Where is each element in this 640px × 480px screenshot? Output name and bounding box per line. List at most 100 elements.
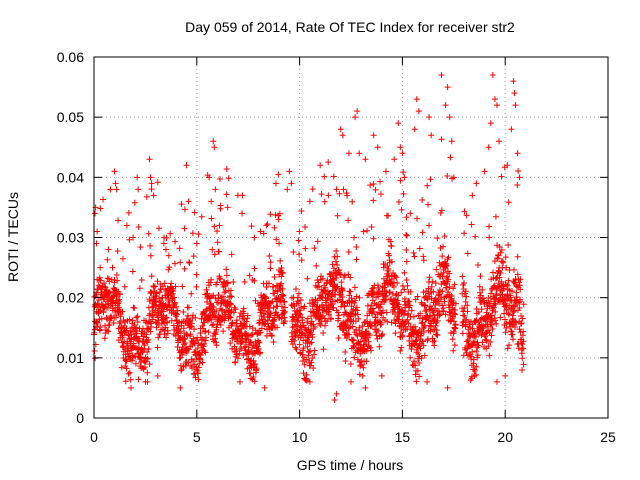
data-point [188, 290, 195, 297]
data-point [486, 234, 493, 241]
data-point [286, 168, 293, 175]
data-point [408, 307, 415, 314]
data-point [422, 302, 429, 309]
data-point [436, 300, 443, 307]
data-point [219, 313, 226, 320]
data-point [197, 352, 204, 359]
data-point [510, 78, 517, 85]
data-point [489, 307, 496, 314]
data-point [102, 322, 109, 329]
data-point [181, 225, 188, 232]
data-point [510, 308, 517, 315]
data-point [405, 310, 412, 317]
data-point [340, 298, 347, 305]
data-point [152, 298, 159, 305]
data-point [353, 256, 360, 263]
data-point [367, 347, 374, 354]
data-point [394, 279, 401, 286]
data-point [500, 259, 507, 266]
data-point [416, 359, 423, 366]
data-point [370, 181, 377, 188]
data-point [297, 323, 304, 330]
data-point [177, 384, 184, 391]
data-point [143, 331, 150, 338]
data-point [178, 201, 185, 208]
data-point [513, 319, 520, 326]
data-point [427, 328, 434, 335]
data-point [220, 328, 227, 335]
data-point [325, 192, 332, 199]
data-point [470, 356, 477, 363]
data-point [334, 253, 341, 260]
data-point [280, 310, 287, 317]
data-point [411, 253, 418, 260]
data-point [448, 138, 455, 145]
data-point [446, 270, 453, 277]
data-point [270, 339, 277, 346]
data-point [123, 365, 130, 372]
data-point [180, 308, 187, 315]
data-point [170, 288, 177, 295]
data-point [116, 320, 123, 327]
data-point [227, 339, 234, 346]
data-point [417, 310, 424, 317]
data-point [516, 174, 523, 181]
data-point [279, 293, 286, 300]
data-point [468, 221, 475, 228]
data-point [509, 288, 516, 295]
data-point [280, 292, 287, 299]
data-point [501, 316, 508, 323]
data-point [489, 325, 496, 332]
data-point [401, 295, 408, 302]
data-point [348, 295, 355, 302]
data-point [214, 239, 221, 246]
data-point [296, 251, 303, 258]
data-point [339, 294, 346, 301]
data-point [334, 212, 341, 219]
data-point [512, 318, 519, 325]
data-point [126, 316, 133, 323]
data-point [203, 286, 210, 293]
data-point [224, 279, 231, 286]
data-point [451, 325, 458, 332]
chart-title: Day 059 of 2014, Rate Of TEC Index for r… [185, 19, 515, 35]
data-point [498, 278, 505, 285]
data-point [452, 321, 459, 328]
data-point [493, 292, 500, 299]
data-point [487, 339, 494, 345]
data-point [333, 248, 340, 255]
data-point [410, 313, 417, 320]
data-point [233, 351, 240, 358]
data-point [370, 235, 377, 242]
data-point [444, 84, 451, 91]
data-point [288, 180, 295, 187]
data-point [346, 324, 353, 331]
data-point [412, 362, 419, 369]
data-point [505, 311, 512, 318]
data-point [378, 191, 385, 198]
data-point [160, 240, 167, 247]
data-point [99, 292, 106, 299]
data-point [94, 300, 101, 307]
data-point [388, 243, 395, 250]
data-point [321, 173, 328, 180]
data-point [425, 317, 432, 324]
data-point [443, 262, 450, 269]
data-point [420, 289, 427, 296]
data-point [303, 377, 310, 384]
data-point [234, 192, 241, 199]
x-axis-label: GPS time / hours [297, 457, 404, 473]
x-tick-label: 25 [600, 429, 616, 445]
data-point [150, 284, 157, 291]
data-point [306, 198, 313, 205]
data-point [171, 260, 178, 267]
data-point [238, 345, 245, 352]
data-point [424, 182, 431, 189]
data-point [111, 276, 118, 283]
data-point [368, 223, 375, 230]
data-point [174, 307, 181, 314]
data-point [271, 290, 278, 297]
data-point [233, 317, 240, 324]
data-point [488, 332, 495, 339]
data-point [146, 361, 153, 368]
